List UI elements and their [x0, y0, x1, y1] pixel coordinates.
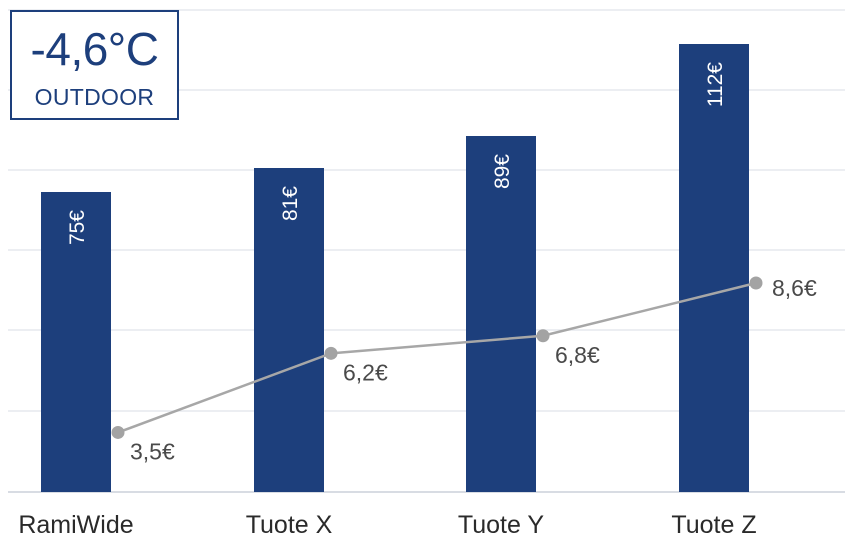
bar-value-label: 75€	[66, 210, 89, 245]
category-label: Tuote Y	[458, 511, 544, 537]
bar	[41, 192, 111, 492]
line-point	[111, 425, 125, 439]
line-path	[117, 281, 757, 434]
line-value-label: 6,8€	[555, 342, 600, 368]
bar	[254, 168, 324, 492]
temperature-badge: -4,6°C OUTDOOR	[10, 10, 179, 120]
bar-value-label: 89€	[491, 154, 514, 189]
bar	[466, 136, 536, 492]
temperature-label: OUTDOOR	[34, 84, 155, 110]
bar-value-label: 81€	[279, 186, 302, 221]
temperature-value: -4,6°C	[30, 23, 159, 75]
line-value-label: 6,2€	[343, 359, 388, 385]
category-label: Tuote X	[246, 511, 333, 537]
line-point	[536, 329, 550, 343]
line-value-label: 3,5€	[130, 438, 175, 464]
bar	[679, 44, 749, 492]
line-value-label: 8,6€	[772, 275, 817, 301]
category-labels: RamiWide Tuote X Tuote Y Tuote Z	[18, 511, 756, 537]
bar-value-label: 112€	[704, 62, 727, 107]
bars: 75€ 81€ 89€ 112€	[41, 44, 749, 492]
line-point	[324, 346, 338, 360]
line-point	[749, 276, 763, 290]
category-label: RamiWide	[18, 511, 133, 537]
category-label: Tuote Z	[671, 511, 756, 537]
line-series: 3,5€ 6,2€ 6,8€ 8,6€	[111, 275, 817, 464]
